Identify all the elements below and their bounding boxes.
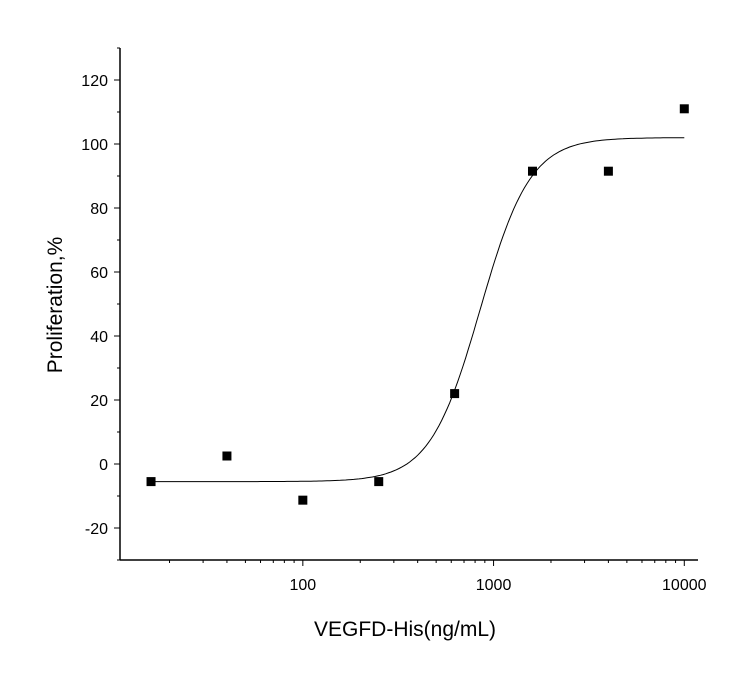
y-axis-label: Proliferation,% bbox=[44, 237, 67, 374]
data-point bbox=[679, 104, 689, 114]
y-tick-label: 40 bbox=[90, 329, 108, 346]
data-points bbox=[146, 104, 689, 505]
y-axis-ticks: -20 0 20 40 60 80 100 120 bbox=[81, 47, 120, 561]
fit-curve bbox=[151, 137, 685, 483]
y-tick-label: 120 bbox=[81, 73, 108, 90]
y-tick-label: 0 bbox=[99, 457, 108, 474]
x-tick-label: 10000 bbox=[662, 577, 707, 594]
data-point bbox=[450, 389, 460, 399]
data-point bbox=[527, 166, 537, 176]
data-point bbox=[603, 166, 613, 176]
y-tick-label: 100 bbox=[81, 137, 108, 154]
axes bbox=[119, 48, 698, 561]
data-point bbox=[146, 477, 156, 487]
y-tick-label: 20 bbox=[90, 393, 108, 410]
x-axis-ticks: 100 1000 10000 bbox=[169, 560, 707, 594]
x-axis-label: VEGFD-His(ng/mL) bbox=[314, 618, 496, 641]
data-point bbox=[374, 477, 384, 487]
y-tick-label: 80 bbox=[90, 201, 108, 218]
y-tick-label: -20 bbox=[85, 521, 108, 538]
data-point bbox=[298, 495, 308, 505]
x-tick-label: 1000 bbox=[476, 577, 512, 594]
x-tick-label: 100 bbox=[289, 577, 316, 594]
data-point bbox=[222, 451, 232, 461]
y-tick-label: 60 bbox=[90, 265, 108, 282]
